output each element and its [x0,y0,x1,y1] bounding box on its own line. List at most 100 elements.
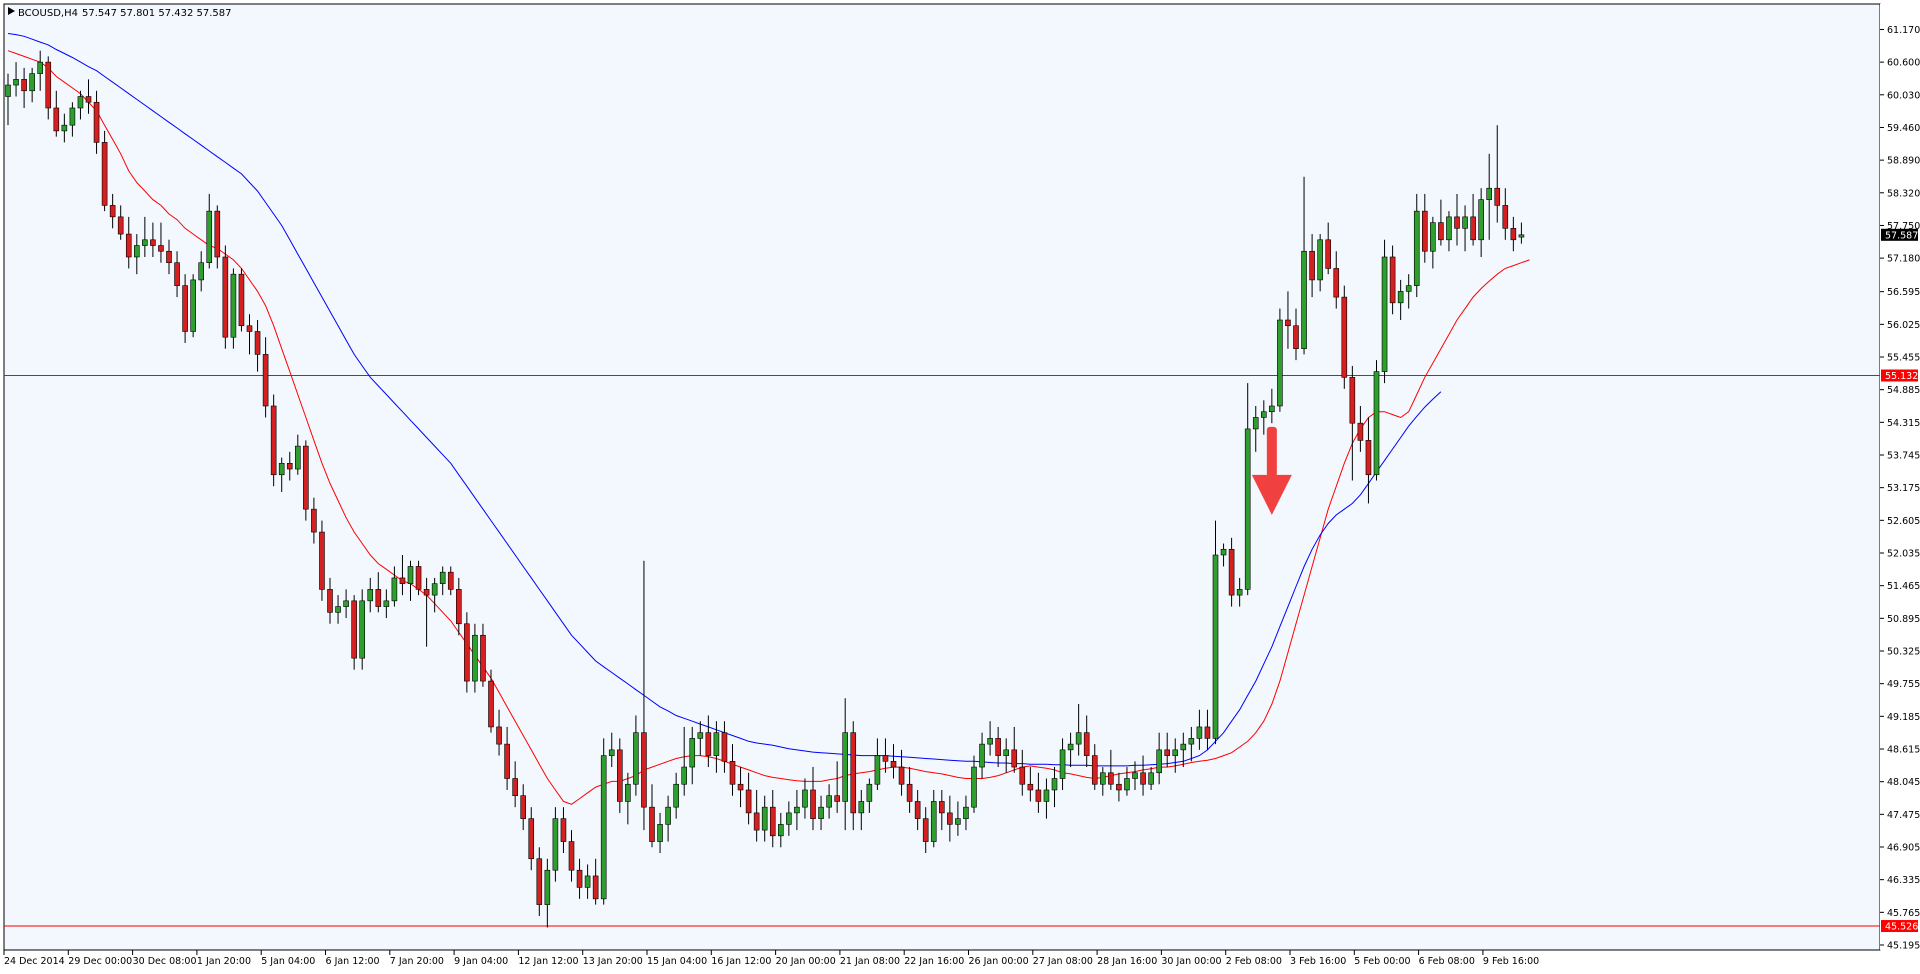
candle [866,778,873,813]
x-tick-label: 29 Dec 00:00 [68,956,132,967]
bull-candle-body [963,806,969,819]
bear-candle-body [1019,766,1026,785]
candle [1059,738,1066,790]
candle [61,113,68,143]
candles [5,50,1525,928]
candle [955,801,961,836]
candle [842,698,849,831]
x-tick-label: 6 Jan 12:00 [326,956,380,967]
candle [1454,193,1460,246]
bull-candle-body [1043,789,1050,802]
candle [1389,245,1396,315]
bear-candle-body [222,256,229,338]
bear-candle-body [480,634,486,682]
bull-candle-body [1381,256,1388,372]
bear-candle-body [520,795,527,819]
candle [303,440,309,521]
bear-candle-body [117,216,124,235]
candle [77,90,84,120]
bear-candle-body [1341,296,1348,378]
candle [890,744,897,779]
y-tick-label: 45.765 [1887,908,1920,919]
bear-candle-body [311,508,317,533]
candle [13,62,19,97]
bull-candle-body [1430,222,1436,252]
bull-candle-body [794,806,800,814]
candle [914,789,921,831]
bear-candle-body [246,325,253,332]
candle [134,234,140,275]
candle [922,807,929,854]
bear-candle-body [1204,726,1211,739]
x-tick-label: 30 Dec 08:00 [133,956,197,967]
bear-candle-body [914,801,921,819]
bull-candle-body [1269,405,1275,413]
bull-candle-body [1236,589,1243,596]
bear-candle-body [303,445,309,510]
bull-candle-body [1446,216,1452,241]
candle [826,784,832,819]
candle [625,772,631,825]
candle [794,789,800,831]
candle [109,193,116,229]
bull-candle-body [657,824,663,842]
candle [938,789,945,831]
candle [1405,274,1412,309]
x-tick-label: 16 Jan 12:00 [711,956,771,967]
bear-candle-body [536,858,543,905]
candle [1413,193,1420,298]
moving-average-line [7,50,1530,805]
candle [158,222,164,263]
candle [150,222,156,257]
candle [359,589,366,670]
bear-candle-body [1333,268,1340,298]
x-tick-label: 13 Jan 20:00 [583,956,643,967]
candle [1462,205,1468,252]
candle [1003,738,1010,773]
candle [142,216,148,257]
candle [407,560,414,601]
bear-candle-body [568,841,575,871]
bull-candle-body [142,239,148,246]
bull-candle-body [77,96,84,109]
bear-candle-body [351,600,357,659]
candle [1518,222,1525,244]
candle [769,789,776,848]
candle [1204,709,1211,750]
candle [222,245,229,349]
bull-candle-body [1188,738,1195,745]
bull-candle-body [1462,216,1468,229]
y-tick-label: 57.750 [1887,221,1920,232]
candle [641,560,647,831]
arrow-down-shaft [1266,426,1277,477]
candle [1381,239,1388,384]
bull-candle-body [134,245,140,258]
symbol-menu-icon[interactable] [8,7,15,15]
candle [649,784,655,848]
candle [520,784,527,831]
candle [319,520,325,601]
bear-candle-body [496,726,502,745]
x-tick-label: 2 Feb 08:00 [1226,956,1282,967]
bear-candle-body [1035,789,1042,802]
bear-candle-body [576,869,583,888]
bear-candle-body [254,331,261,355]
y-tick-label: 51.465 [1887,581,1920,592]
bear-candle-body [769,806,776,837]
candle [882,738,889,773]
bull-candle-body [439,571,446,584]
candle [834,761,840,813]
y-tick-label: 46.905 [1887,842,1920,853]
bull-candle-body [665,806,671,825]
candle [673,772,679,819]
bull-candle-body [777,824,784,837]
bear-candle-body [922,818,929,842]
bull-candle-body [1148,772,1154,785]
candle [1220,543,1227,567]
bear-candle-body [995,738,1001,756]
bear-candle-body [1365,440,1372,476]
bear-candle-body [898,766,905,785]
candle [1341,285,1348,389]
y-tick-label: 48.045 [1887,777,1920,788]
x-tick-label: 15 Jan 04:00 [647,956,707,967]
